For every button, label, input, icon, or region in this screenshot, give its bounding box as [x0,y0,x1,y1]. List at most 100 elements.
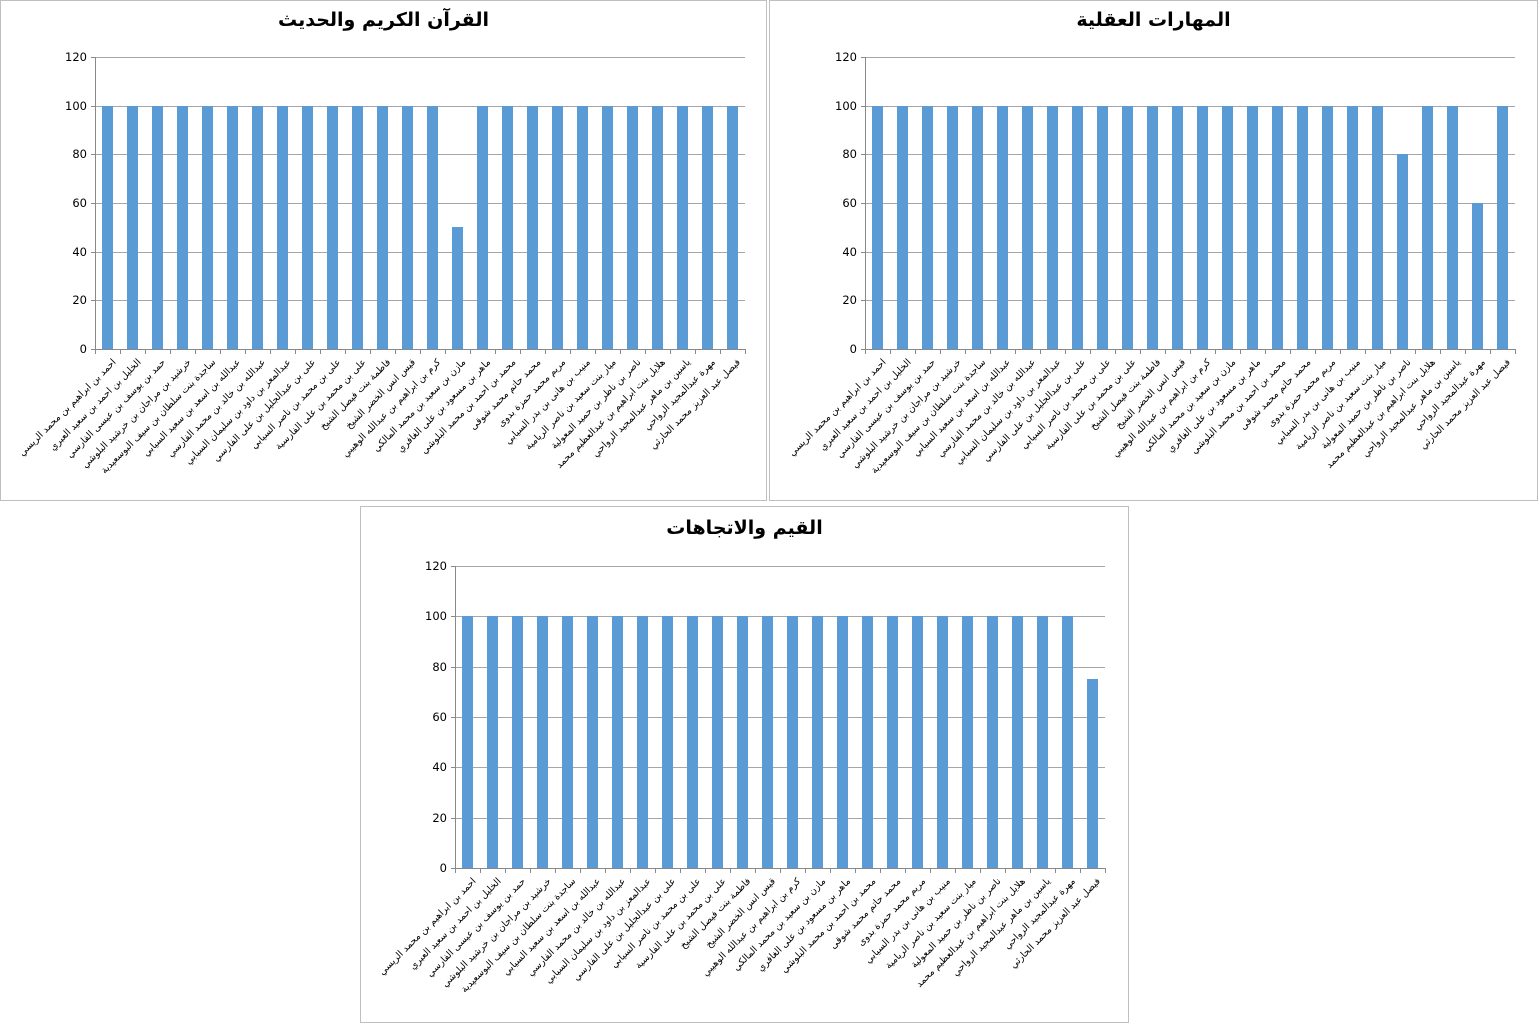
bar [1247,105,1258,349]
y-tick-mark-60 [451,717,455,718]
x-axis-tick [345,350,346,354]
y-tick-mark-120 [91,57,95,58]
x-axis-tick [1265,350,1266,354]
x-axis-tick [1140,350,1141,354]
y-tick-mark-40 [861,251,865,253]
x-axis-tick [1165,350,1166,354]
y-tick-label-0: 0 [79,342,87,356]
chart-panel-quran: القرآن الكريم والحديث 0 20 40 60 80 100 120 احم… [0,0,767,501]
y-tick-mark-60 [861,203,865,204]
x-axis-tick [730,869,731,873]
bar [1497,105,1508,349]
x-axis-tick [890,350,891,354]
y-tick-mark-80 [451,666,455,668]
x-axis-tick [620,350,621,354]
bar [727,105,738,349]
bar [1087,679,1098,868]
x-axis-tick [1440,350,1441,354]
bar [1147,105,1158,349]
bar [1097,105,1108,349]
bar [1072,105,1083,349]
chart-title-values-attitudes: القيم والاتجاهات [666,517,823,539]
y-tick-label-120: 120 [65,50,87,64]
bar [602,105,613,349]
gridline-20 [95,300,745,302]
x-axis-tick [930,869,931,873]
x-axis-tick [1290,350,1291,354]
bar [922,105,933,349]
x-axis [865,349,1516,350]
y-tick-mark-120 [451,566,455,567]
x-axis [455,868,1106,869]
x-axis-tick [1390,350,1391,354]
x-axis-tick [95,350,96,354]
gridline-60 [865,203,1515,204]
x-axis-tick [1240,350,1241,354]
x-axis-tick [1030,869,1031,873]
x-axis-tick [605,869,606,873]
bar [1322,105,1333,349]
x-axis-tick [1015,350,1016,354]
bar [202,105,213,349]
bar [702,105,713,349]
bar [1172,105,1183,349]
gridline-40 [865,251,1515,253]
gridline-40 [455,767,1105,769]
bar [1447,105,1458,349]
bar [1372,105,1383,349]
x-axis-tick [1080,869,1081,873]
y-tick-label-120: 120 [425,559,447,573]
y-tick-label-0: 0 [849,342,857,356]
gridline-80 [865,154,1515,156]
x-axis-tick [780,869,781,873]
x-axis-tick [1515,350,1516,354]
bar [1022,105,1033,349]
bar [1197,105,1208,349]
y-tick-label-0: 0 [439,861,447,875]
bar [587,616,598,868]
bar [912,616,923,868]
bar [252,105,263,349]
bar [612,616,623,868]
y-tick-label-80: 80 [72,147,87,162]
x-axis-tick [395,350,396,354]
bar [872,105,883,349]
x-axis-tick [645,350,646,354]
x-axis-tick [495,350,496,354]
bar [177,105,188,349]
bar [937,616,948,868]
x-axis-tick [170,350,171,354]
x-axis-tick [1090,350,1091,354]
y-tick-mark-100 [91,105,95,107]
y-tick-mark-20 [861,300,865,302]
bar [662,616,673,868]
x-axis-tick [570,350,571,354]
x-axis-tick [480,869,481,873]
y-tick-label-100: 100 [425,609,447,624]
y-tick-label-100: 100 [65,98,87,113]
x-axis-tick [705,869,706,873]
x-axis-tick [1365,350,1366,354]
bar [1062,616,1073,868]
bar [377,105,388,349]
gridline-100 [865,105,1515,107]
y-tick-mark-40 [451,767,455,769]
y-tick-mark-20 [451,817,455,819]
x-axis-tick [120,350,121,354]
y-tick-label-20: 20 [842,293,857,308]
x-axis-tick [1415,350,1416,354]
x-axis-tick [1055,869,1056,873]
bar [127,105,138,349]
x-axis-tick [580,869,581,873]
bar [152,105,163,349]
x-axis-tick [1005,869,1006,873]
bar [972,105,983,349]
bar [227,105,238,349]
bar [1047,105,1058,349]
x-axis-tick [680,869,681,873]
x-axis-tick [1040,350,1041,354]
x-axis-tick [655,869,656,873]
x-axis-tick [1190,350,1191,354]
bar [277,105,288,349]
bar [427,105,438,349]
